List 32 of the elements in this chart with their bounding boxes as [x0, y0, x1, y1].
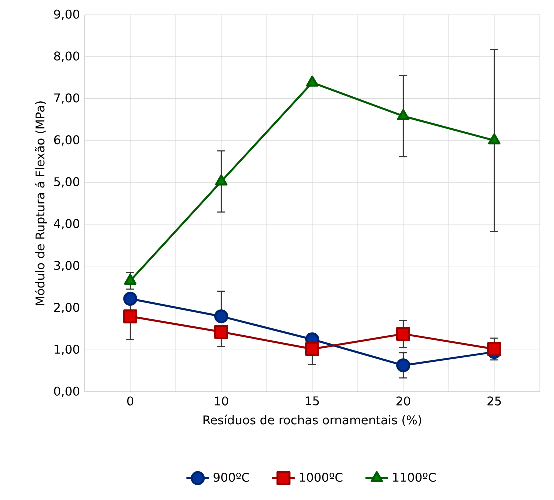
x-tick-label: 25 [488, 396, 502, 406]
x-tick-label: 15 [306, 396, 320, 406]
y-tick-label: 8,00 [54, 52, 80, 62]
legend-label: 900ºC [214, 472, 250, 482]
point [214, 325, 228, 340]
x-tick-label: 10 [215, 396, 228, 406]
x-tick-label: 0 [127, 396, 134, 406]
legend-label: 1000ºC [300, 472, 343, 482]
point [214, 310, 228, 324]
point [306, 76, 319, 87]
y-tick-label: 2,00 [54, 303, 80, 314]
y-tick-label: 0,00 [54, 386, 80, 398]
point [487, 342, 502, 356]
point [124, 292, 138, 306]
y-tick-label: 5,00 [54, 177, 80, 188]
x-tick-label: 20 [396, 396, 410, 406]
y-tick-label: 9,00 [54, 10, 80, 20]
point [488, 134, 501, 145]
point [396, 358, 410, 373]
point [215, 174, 228, 186]
legend-label: 1100ºC [393, 472, 436, 482]
y-tick-label: 6,00 [54, 136, 80, 146]
point [396, 327, 410, 342]
y-tick-label: 4,00 [54, 219, 80, 230]
y-tick-label: 1,00 [54, 344, 80, 356]
point [397, 109, 410, 120]
y-tick-label: 3,00 [54, 261, 80, 272]
point [124, 310, 138, 324]
point [305, 342, 320, 356]
y-tick-label: 7,00 [54, 94, 80, 104]
x-axis-title: Resíduos de rochas ornamentais (%) [204, 414, 422, 426]
y-axis-title: Módulo de Ruptura á Flexão (MPa) [34, 102, 48, 306]
